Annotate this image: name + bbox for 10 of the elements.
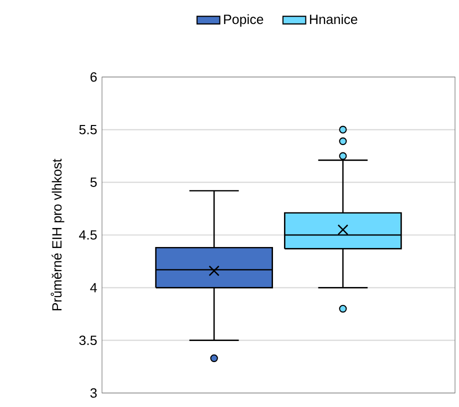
y-tick-label: 5 [90, 178, 97, 187]
y-tick-label: 4 [90, 283, 97, 292]
y-axis-title: Průměrné EIH pro vlhkost [50, 158, 64, 310]
y-tick-label: 6 [90, 72, 97, 82]
y-tick-label: 4.5 [79, 230, 97, 240]
y-tick-label: 3 [90, 388, 97, 398]
legend-label: Hnanice [310, 14, 358, 24]
y-tick-label: 3.5 [79, 336, 97, 346]
legend-label: Popice [224, 14, 264, 27]
y-tick-label: 5.5 [79, 125, 97, 134]
